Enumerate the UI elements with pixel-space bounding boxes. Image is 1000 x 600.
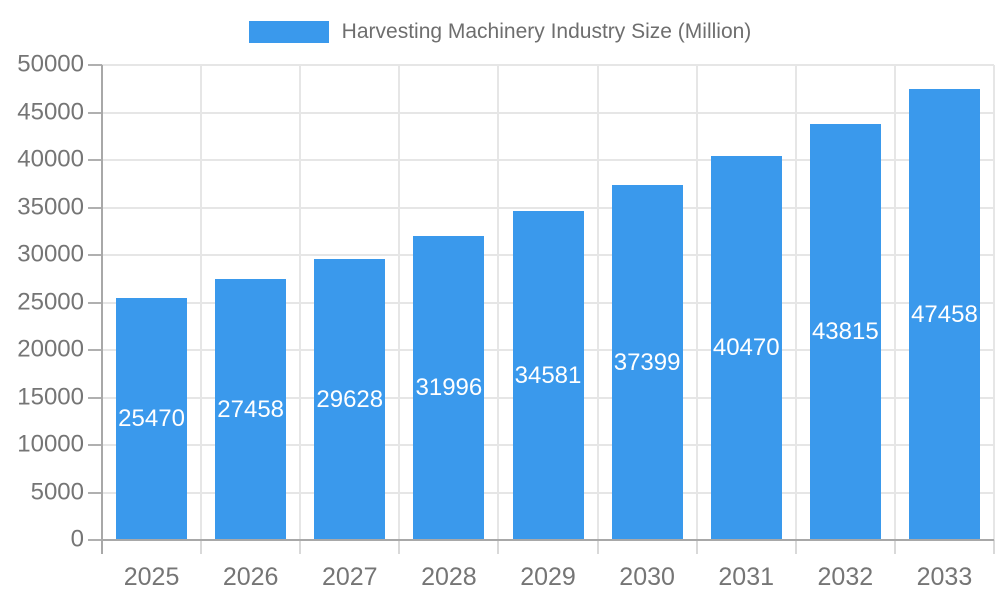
x-gridline (299, 65, 302, 540)
x-axis-label: 2025 (123, 563, 180, 591)
bar-value-label: 43815 (811, 318, 879, 345)
x-axis-tick (101, 540, 103, 554)
bar[interactable]: 47458 (908, 89, 980, 540)
x-axis-tick (398, 540, 401, 554)
x-axis-label: 2033 (916, 563, 973, 591)
x-gridline (794, 65, 797, 540)
x-axis-label: 2032 (817, 563, 874, 591)
bar[interactable]: 40470 (710, 156, 782, 540)
x-axis-tick (299, 540, 302, 554)
y-axis-tick (88, 111, 102, 114)
y-axis-tick-label: 35000 (17, 192, 84, 220)
x-axis-tick (893, 540, 896, 554)
x-axis-label: 2029 (520, 563, 576, 591)
y-axis-tick (88, 64, 102, 66)
y-axis-tick-label: 25000 (17, 287, 84, 315)
x-gridline (200, 65, 203, 540)
y-gridline (102, 206, 994, 209)
bar-value-label: 29628 (316, 385, 384, 413)
y-axis-tick (88, 444, 102, 446)
y-axis-tick (88, 254, 102, 256)
y-axis-tick (88, 206, 102, 209)
bar[interactable]: 43815 (809, 124, 881, 540)
y-axis-tick-label: 50000 (17, 50, 84, 78)
x-gridline (893, 65, 896, 540)
x-axis-tick (200, 540, 203, 554)
x-axis-tick (794, 540, 797, 554)
y-axis-tick-label: 10000 (17, 430, 84, 458)
bar[interactable]: 37399 (611, 185, 683, 540)
bar-value-label: 27458 (217, 395, 285, 423)
x-gridline (497, 65, 500, 540)
legend-label: Harvesting Machinery Industry Size (Mill… (341, 20, 752, 43)
y-axis-tick (88, 159, 102, 161)
y-axis-tick-label: 40000 (17, 145, 84, 173)
bar[interactable]: 31996 (413, 236, 485, 540)
x-gridline (596, 65, 599, 540)
x-axis-label: 2030 (619, 563, 675, 591)
y-axis-tick (88, 539, 102, 541)
bar[interactable]: 25470 (116, 298, 188, 540)
y-gridline (102, 111, 994, 114)
bar-value-label: 25470 (118, 405, 185, 432)
bar-value-label: 37399 (613, 348, 681, 376)
y-axis-tick-label: 15000 (17, 382, 84, 410)
x-axis-label: 2026 (222, 563, 279, 591)
y-axis-line (101, 65, 103, 540)
x-axis-tick (993, 540, 995, 554)
y-axis-tick-label: 20000 (17, 335, 84, 363)
bar[interactable]: 27458 (215, 279, 287, 540)
bar[interactable]: 34581 (512, 211, 584, 540)
x-axis-tick (596, 540, 599, 554)
x-axis-tick (497, 540, 500, 554)
x-gridline (695, 65, 698, 540)
y-axis-tick (88, 491, 102, 494)
x-axis-label: 2028 (421, 563, 477, 591)
y-axis-tick (88, 301, 102, 304)
x-axis-label: 2027 (321, 563, 378, 591)
y-axis-tick-label: 0 (70, 525, 84, 553)
bar[interactable]: 29628 (314, 259, 386, 540)
bar-value-label: 31996 (415, 374, 483, 401)
x-axis-tick (695, 540, 698, 554)
y-axis-tick (88, 349, 102, 351)
x-gridline (398, 65, 401, 540)
y-axis-tick-label: 30000 (17, 240, 84, 268)
chart-legend[interactable]: Harvesting Machinery Industry Size (Mill… (0, 20, 1000, 44)
y-axis-tick-label: 45000 (17, 97, 84, 125)
legend-swatch (248, 21, 329, 43)
bar-value-label: 40470 (712, 334, 780, 361)
y-axis-tick (88, 396, 102, 399)
y-gridline (102, 64, 994, 66)
x-axis-line (102, 539, 994, 541)
x-gridline (993, 65, 995, 540)
bar-value-label: 47458 (911, 300, 978, 328)
y-gridline (102, 159, 994, 161)
plot-area: 0 5000 10000 15000 20000 25000 30000 35000 40000… (17, 50, 995, 591)
y-axis-tick-label: 5000 (30, 477, 84, 505)
x-axis-label: 2031 (718, 563, 775, 591)
bar-value-label: 34581 (514, 361, 582, 389)
